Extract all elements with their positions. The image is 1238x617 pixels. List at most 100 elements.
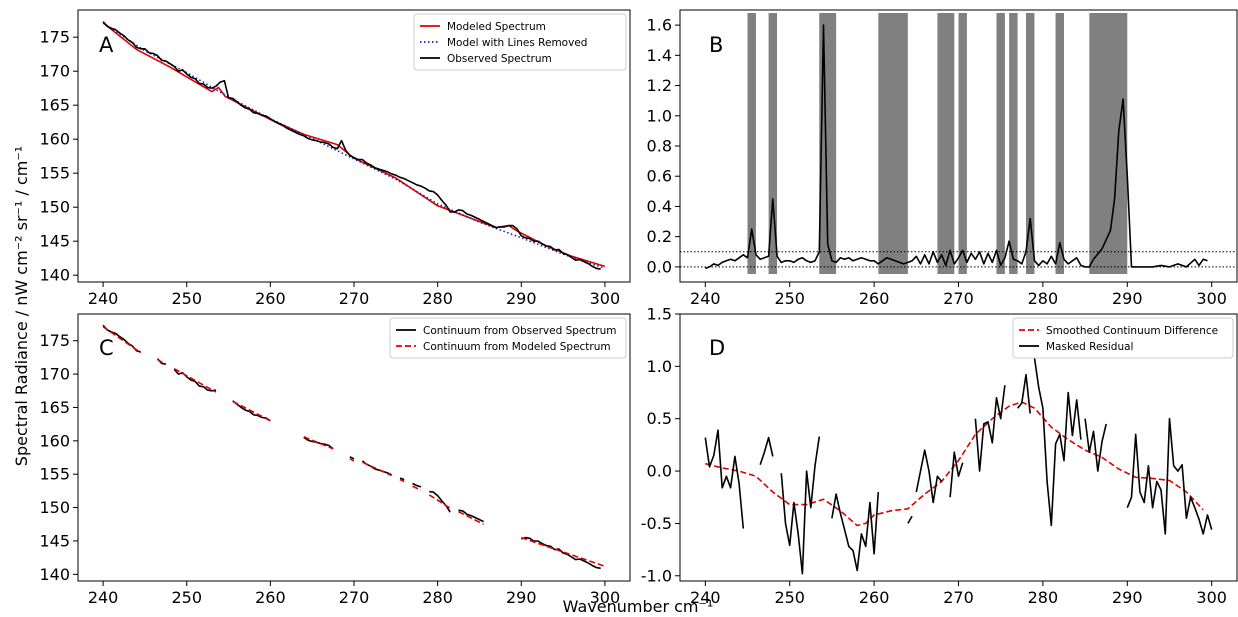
plot-area	[102, 324, 606, 570]
panel-label: C	[99, 336, 114, 360]
series-line-smoothed-continuum-difference	[705, 401, 1204, 527]
legend: Modeled Spectrum Model with Lines Removed…	[413, 13, 627, 71]
mask-band	[747, 13, 756, 274]
mask-band	[996, 13, 1005, 274]
x-tick-label: 240	[88, 289, 119, 308]
mask-band	[1026, 13, 1035, 274]
legend: Smoothed Continuum Difference Masked Resi…	[1012, 317, 1234, 359]
legend-label: Observed Spectrum	[447, 53, 552, 65]
y-tick-label: 140	[39, 565, 70, 584]
y-tick-label: 175	[39, 28, 70, 47]
series-line-continuum-from-modeled-spectrum	[428, 494, 451, 509]
x-tick-label: 240	[88, 588, 119, 607]
mask-band	[958, 13, 967, 274]
x-tick-label: 260	[255, 289, 286, 308]
series-line-continuum-from-observed-spectrum	[173, 368, 217, 392]
x-tick-label: 290	[506, 289, 537, 308]
y-tick-label: 0.8	[647, 137, 672, 156]
legend-label: Continuum from Modeled Spectrum	[423, 341, 611, 353]
y-tick-label: 155	[39, 465, 70, 484]
series-line-continuum-from-modeled-spectrum	[362, 461, 392, 477]
y-tick-label: 1.0	[647, 357, 672, 376]
series-line-continuum-from-modeled-spectrum	[157, 358, 167, 366]
mask-band	[1009, 13, 1018, 274]
y-tick-label: 140	[39, 266, 70, 285]
x-tick-label: 240	[690, 289, 721, 308]
x-tick-label: 270	[943, 588, 974, 607]
mask-band	[937, 13, 955, 274]
y-tick-label: 155	[39, 164, 70, 183]
y-tick-label: 170	[39, 365, 70, 384]
mask-band	[819, 13, 837, 274]
x-axis-label: Wavenumber cm⁻¹	[563, 597, 714, 616]
panel-b: 240 250 260 270 280 290 300 0.0 0.2 0.4 0.6 0.8 1.0 1…	[647, 9, 1238, 308]
series-line-continuum-from-observed-spectrum	[303, 436, 334, 450]
series-line-data	[705, 24, 1208, 270]
y-tick-label: 165	[39, 96, 70, 115]
x-tick-label: 280	[1028, 588, 1059, 607]
series-line-masked-residual	[704, 429, 745, 529]
y-tick-label: 150	[39, 498, 70, 517]
x-tick-label: 290	[1112, 289, 1143, 308]
x-tick-label: 270	[943, 289, 974, 308]
y-tick-label: 1.6	[647, 16, 672, 35]
x-tick-label: 280	[422, 588, 453, 607]
legend: Continuum from Observed Spectrum Continuu…	[389, 317, 627, 359]
series-line-observed-spectrum	[102, 21, 601, 270]
y-tick-label: 0.2	[647, 227, 672, 246]
y-tick-label: 1.5	[647, 305, 672, 324]
legend-label: Smoothed Continuum Difference	[1046, 325, 1218, 337]
x-tick-label: 280	[422, 289, 453, 308]
legend-label: Model with Lines Removed	[447, 37, 587, 49]
series-line-masked-residual	[1033, 357, 1082, 527]
series-line-continuum-from-modeled-spectrum	[521, 536, 606, 568]
plot-area	[680, 13, 1237, 274]
series-line-continuum-from-modeled-spectrum	[412, 485, 422, 491]
series-line-continuum-from-modeled-spectrum	[349, 458, 355, 462]
x-tick-label: 300	[1196, 588, 1227, 607]
panel-a: 240 250 260 270 280 290 300 140 145 150 155 160 165 1…	[39, 9, 631, 308]
series-line-continuum-from-modeled-spectrum	[173, 368, 217, 393]
x-tick-label: 290	[1112, 588, 1143, 607]
series-line-masked-residual	[1016, 373, 1031, 414]
panel-label: A	[99, 33, 114, 57]
x-tick-label: 260	[859, 588, 890, 607]
y-tick-label: 0.0	[647, 257, 672, 276]
y-tick-label: 150	[39, 198, 70, 217]
legend-label: Modeled Spectrum	[447, 21, 546, 33]
series-line-continuum-from-observed-spectrum	[399, 477, 405, 481]
series-line-continuum-from-observed-spectrum	[458, 509, 484, 523]
y-tick-label: 145	[39, 232, 70, 251]
x-tick-label: 300	[1196, 289, 1227, 308]
x-tick-label: 300	[590, 289, 621, 308]
series-line-continuum-from-modeled-spectrum	[303, 436, 334, 450]
x-tick-label: 250	[774, 289, 805, 308]
series-line-continuum-from-observed-spectrum	[412, 482, 422, 488]
series-line-masked-residual	[1084, 418, 1107, 472]
y-tick-label: 1.2	[647, 76, 672, 95]
series-line-continuum-from-modeled-spectrum	[399, 478, 405, 483]
mask-band	[768, 13, 778, 274]
plot-area	[102, 21, 606, 270]
mask-band	[878, 13, 908, 274]
x-tick-label: 270	[339, 289, 370, 308]
mask-band	[1055, 13, 1064, 274]
x-tick-label: 250	[171, 289, 202, 308]
series-line-masked-residual	[949, 451, 964, 498]
series-line-continuum-from-modeled-spectrum	[232, 400, 271, 422]
y-axis-label: Spectral Radiance / nW cm⁻² sr⁻¹ / cm⁻¹	[12, 146, 31, 466]
series-line-continuum-from-modeled-spectrum	[458, 510, 484, 526]
series-line-masked-residual	[831, 491, 880, 572]
y-tick-label: 0.5	[647, 409, 672, 428]
y-tick-label: 145	[39, 531, 70, 550]
series-line-masked-residual	[915, 449, 943, 504]
series-line-continuum-from-observed-spectrum	[232, 400, 271, 422]
series-line-masked-residual	[780, 436, 821, 575]
series-line-masked-residual	[1126, 417, 1213, 535]
y-tick-label: 0.4	[647, 197, 672, 216]
legend-label: Masked Residual	[1046, 341, 1133, 353]
series-line-masked-residual	[907, 515, 913, 524]
x-tick-label: 260	[255, 588, 286, 607]
series-line-continuum-from-observed-spectrum	[349, 456, 355, 460]
